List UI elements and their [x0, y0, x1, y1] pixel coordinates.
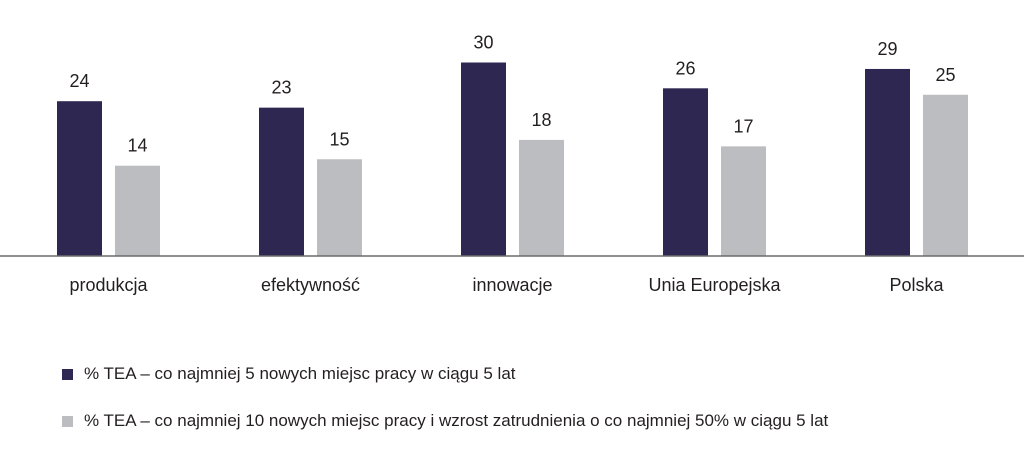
- value-label-series-1-3: 26: [675, 58, 695, 78]
- value-labels-layer: 24 14 23 15 30 18 26 17 29 25: [69, 33, 955, 156]
- value-label-series-1-0: 24: [69, 71, 89, 91]
- category-label-2: innowacje: [472, 275, 552, 295]
- value-label-series-2-3: 17: [733, 116, 753, 136]
- category-label-4: Polska: [889, 275, 944, 295]
- bar-series-1-3: [663, 88, 708, 256]
- category-label-1: efektywność: [261, 275, 360, 295]
- bars-layer: [57, 62, 968, 257]
- category-label-3: Unia Europejska: [648, 275, 781, 295]
- legend-item-series-2: % TEA – co najmniej 10 nowych miejsc pra…: [62, 409, 828, 433]
- value-label-series-2-4: 25: [935, 65, 955, 85]
- category-labels-layer: produkcja efektywność innowacje Unia Europe…: [69, 275, 944, 295]
- bar-series-1-0: [57, 101, 102, 256]
- bar-chart: 24 14 23 15 30 18 26 17 29 25 produkcja efektywnoś…: [0, 33, 1024, 295]
- value-label-series-2-0: 14: [127, 136, 147, 156]
- legend-swatch-series-1: [62, 368, 73, 380]
- bar-series-2-2: [519, 139, 564, 256]
- value-label-series-1-2: 30: [473, 33, 493, 53]
- value-label-series-1-1: 23: [271, 78, 291, 98]
- bar-series-1-2: [461, 62, 506, 256]
- legend-label-series-1: % TEA – co najmniej 5 nowych miejsc prac…: [84, 364, 516, 383]
- bar-series-2-0: [115, 165, 160, 256]
- bar-series-1-1: [259, 107, 304, 257]
- bar-series-1-4: [865, 68, 910, 256]
- value-label-series-2-2: 18: [531, 110, 551, 130]
- category-label-0: produkcja: [69, 275, 148, 295]
- value-label-series-1-4: 29: [877, 39, 897, 59]
- bar-series-2-4: [923, 94, 968, 256]
- legend: % TEA – co najmniej 5 nowych miejsc prac…: [62, 362, 828, 456]
- legend-label-series-2: % TEA – co najmniej 10 nowych miejsc pra…: [84, 411, 829, 430]
- bar-series-2-3: [721, 146, 766, 256]
- bar-series-2-1: [317, 159, 362, 256]
- legend-item-series-1: % TEA – co najmniej 5 nowych miejsc prac…: [62, 362, 828, 386]
- value-label-series-2-1: 15: [329, 129, 349, 149]
- legend-swatch-series-2: [62, 415, 73, 427]
